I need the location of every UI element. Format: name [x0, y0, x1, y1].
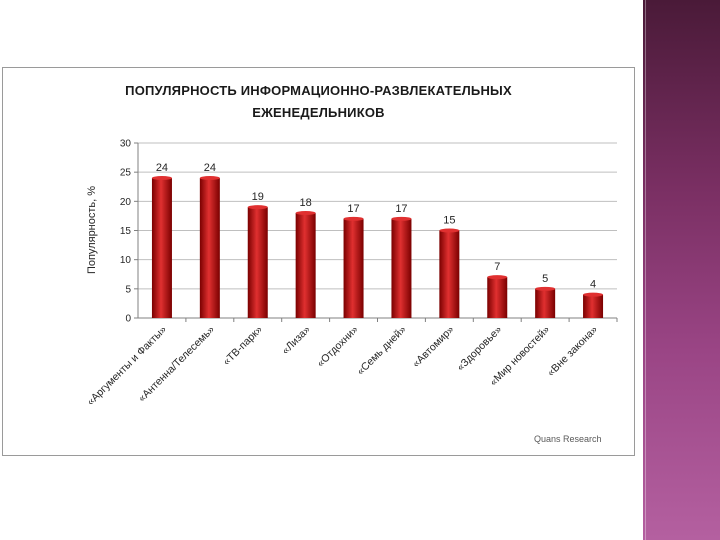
data-label: 7	[494, 261, 500, 273]
data-label: 15	[443, 215, 455, 227]
data-label: 18	[300, 197, 312, 209]
bar	[487, 277, 508, 318]
y-tick-labels: 0 5 10 15 20 25 30	[120, 139, 132, 325]
x-tick-label: «Здоровье»	[454, 324, 504, 374]
chart-title: ПОПУЛЯРНОСТЬ ИНФОРМАЦИОННО-РАЗВЛЕКАТЕЛЬН…	[2, 80, 635, 124]
bar-cap	[247, 205, 268, 210]
bar	[151, 178, 172, 318]
y-tick-label: 10	[120, 255, 132, 266]
bar-cap	[391, 216, 412, 221]
y-axis-label: Популярность, %	[86, 186, 98, 274]
bar	[583, 294, 604, 318]
bar-cap	[199, 176, 220, 180]
data-labels: 24 24 19 18 17 17 15 7 5 4	[156, 162, 596, 291]
bar-cap	[439, 228, 460, 233]
x-tick-label: «Семь дней»	[355, 324, 409, 378]
chart-title-line-2: ЕЖЕНЕДЕЛЬНИКОВ	[252, 105, 385, 120]
bar-cap	[583, 292, 604, 297]
x-tick-label: «Лиза»	[279, 324, 312, 357]
y-tick-label: 5	[125, 284, 131, 295]
y-tick-label: 25	[120, 168, 132, 179]
bar	[391, 218, 412, 318]
bar	[343, 218, 364, 318]
x-tick-label: «ТВ-парк»	[221, 324, 265, 368]
data-label: 24	[204, 162, 216, 174]
x-tick-label: «Аргументы и Факты»	[85, 324, 169, 408]
decorative-side-stripe	[640, 0, 720, 540]
y-tick-label: 15	[120, 226, 132, 237]
x-tick-label: «Вне закона»	[545, 324, 600, 379]
chart-title-line-1: ПОПУЛЯРНОСТЬ ИНФОРМАЦИОННО-РАЗВЛЕКАТЕЛЬН…	[125, 83, 512, 98]
y-tick-label: 20	[120, 197, 132, 208]
bar	[199, 178, 220, 318]
data-label: 4	[590, 279, 596, 291]
bar	[535, 288, 556, 318]
bar-cap	[343, 216, 364, 221]
chart-frame	[2, 67, 635, 456]
y-tick-label: 30	[120, 139, 132, 150]
y-tick-label: 0	[125, 314, 131, 325]
bar	[247, 207, 268, 318]
bar	[439, 230, 460, 318]
bar	[295, 213, 316, 318]
x-tick-labels: «Аргументы и Факты»«Антенна/Телесемь» «ТВ…	[85, 324, 601, 408]
data-label: 24	[156, 162, 168, 174]
bar-cap	[487, 275, 508, 280]
x-tick-label: «Автомир»	[410, 324, 456, 370]
x-tick-label: «Отдохни»	[315, 324, 361, 370]
bar-cap	[295, 211, 316, 215]
data-label: 17	[347, 203, 359, 215]
data-label: 5	[542, 273, 548, 285]
bar-cap	[151, 176, 172, 180]
source-note: Quans Research	[534, 434, 602, 444]
data-label: 19	[252, 191, 264, 203]
bar-cap	[535, 286, 556, 291]
data-label: 17	[395, 203, 407, 215]
bars	[151, 176, 604, 318]
